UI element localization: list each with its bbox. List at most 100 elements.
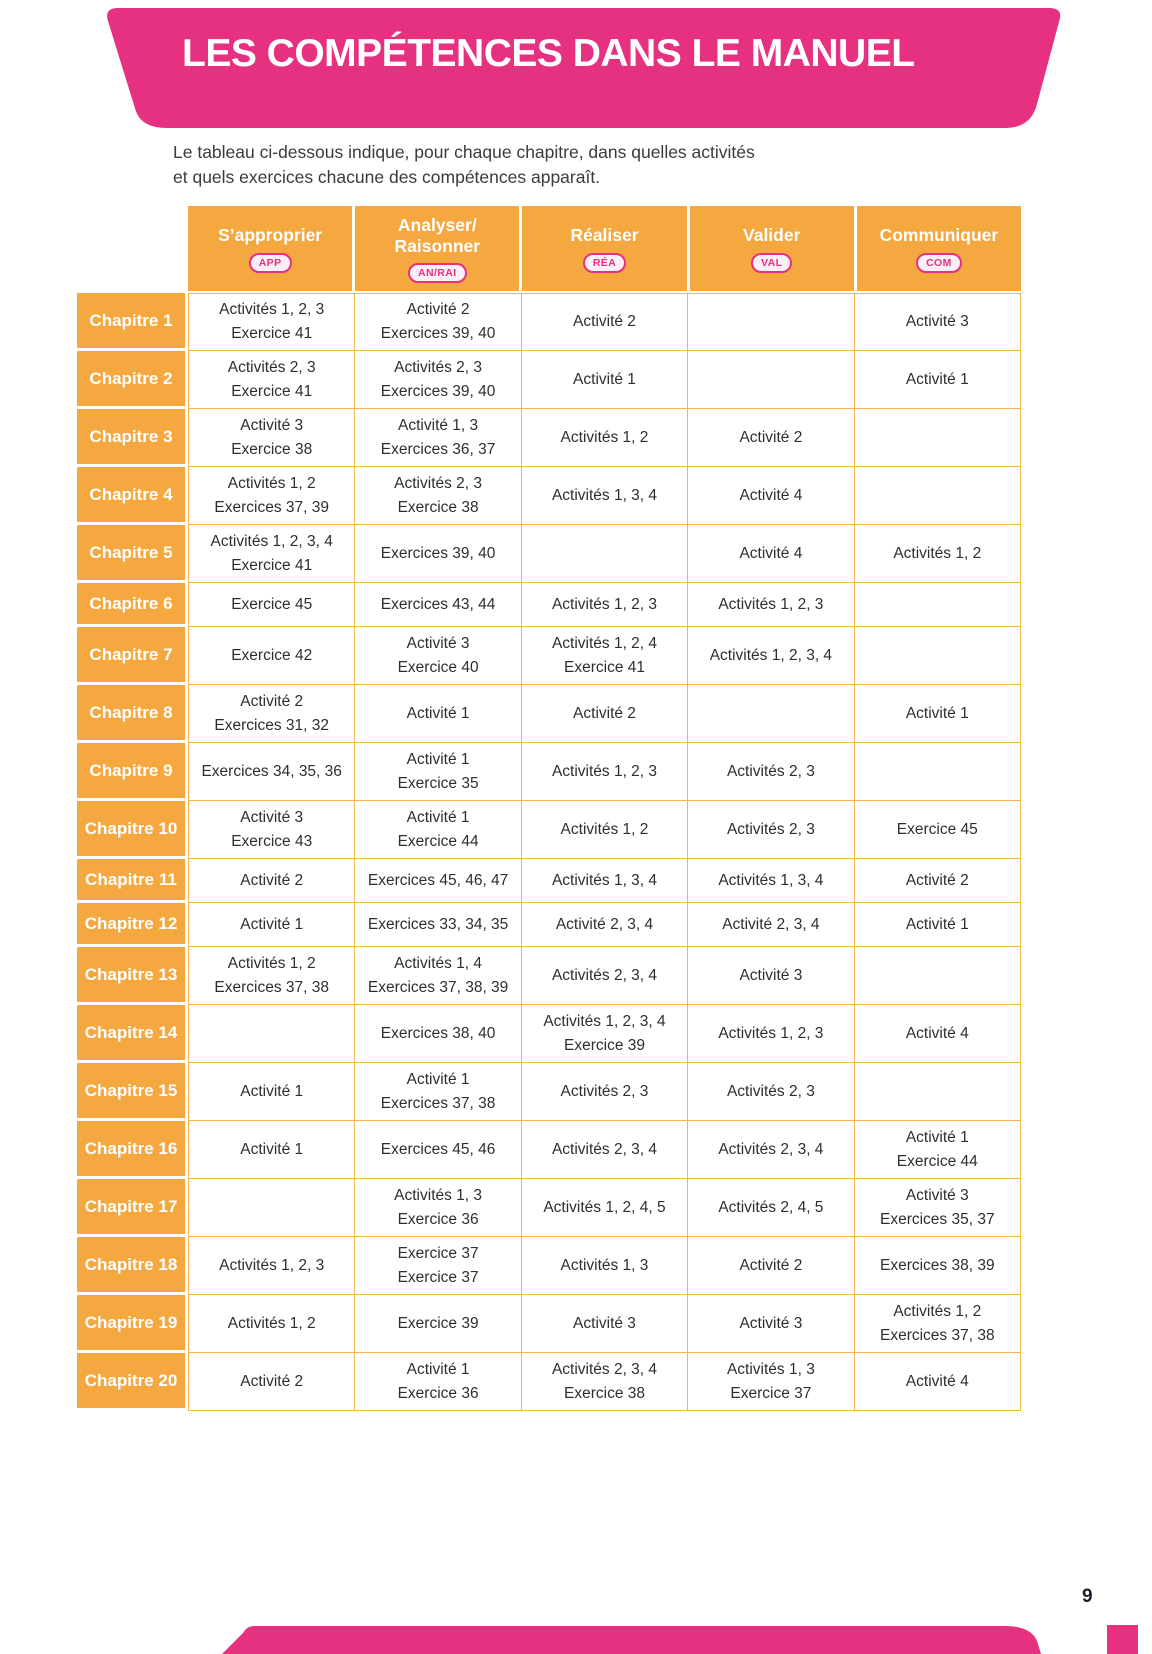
cell-line: Exercice 45 bbox=[896, 820, 978, 838]
table-row: Chapitre 13 Activités 1, 2 Exercices 37, 3… bbox=[77, 947, 1021, 1006]
cell-line: Activité 4 bbox=[905, 1372, 969, 1390]
cell-line: Exercice 38 bbox=[397, 498, 479, 516]
competency-cell: Activité 1 Exercice 36 bbox=[355, 1353, 522, 1412]
table-header-row: S’approprier APP Analyser/ Raisonner AN/RAI… bbox=[188, 206, 1022, 292]
competency-cell: Activités 1, 3 Exercice 36 bbox=[355, 1179, 522, 1238]
competency-cell: Activités 2, 3, 4 bbox=[521, 947, 689, 1006]
competency-cell: Activité 1 Exercices 37, 38 bbox=[355, 1063, 522, 1122]
cell-line: Activités 2, 3 bbox=[394, 358, 483, 376]
competency-cell bbox=[189, 1005, 356, 1064]
chapter-label: Chapitre 19 bbox=[77, 1295, 185, 1351]
column-header: Valider VAL bbox=[689, 206, 857, 292]
competency-cell: Activité 1, 3 Exercices 36, 37 bbox=[355, 409, 522, 468]
column-title: S’approprier bbox=[218, 225, 323, 246]
cell-line: Activités 2, 3, 4 bbox=[551, 1140, 658, 1158]
cell-line: Activités 1, 3 bbox=[560, 1256, 649, 1274]
column-header: Réaliser RÉA bbox=[522, 206, 690, 292]
row-cells: Activités 1, 2, 3 Exercice 37 Exercice 37 A… bbox=[188, 1237, 1021, 1296]
cell-line: Activités 1, 2, 3 bbox=[219, 1256, 325, 1274]
cell-line: Exercices 35, 37 bbox=[879, 1210, 995, 1228]
competency-cell: Activité 1 bbox=[189, 903, 356, 948]
competency-cell: Activité 1 bbox=[355, 685, 522, 744]
table-row: Chapitre 18 Activités 1, 2, 3 Exercice 37 E… bbox=[77, 1237, 1021, 1296]
chapter-label: Chapitre 12 bbox=[77, 903, 185, 945]
competency-cell: Activités 2, 3 Exercice 38 bbox=[355, 467, 522, 526]
competencies-table: S’approprier APP Analyser/ Raisonner AN/RAI… bbox=[77, 206, 1022, 1412]
column-title: Analyser/ Raisonner bbox=[394, 215, 481, 256]
competency-cell: Activité 3 Exercice 38 bbox=[189, 409, 356, 468]
table-row: Chapitre 1 Activités 1, 2, 3 Exercice 41 Ac… bbox=[77, 293, 1021, 352]
cell-line: Exercice 38 bbox=[564, 1384, 645, 1402]
cell-line: Activités 1, 2, 3, 4 bbox=[709, 646, 833, 664]
cell-line: Activité 1 bbox=[240, 915, 304, 933]
cell-line: Activité 4 bbox=[739, 486, 803, 504]
column-title: Valider bbox=[743, 225, 801, 246]
cell-line: Activités 1, 2 bbox=[227, 1314, 316, 1332]
chapter-label: Chapitre 15 bbox=[77, 1063, 185, 1119]
competency-cell: Activités 2, 3, 4 bbox=[521, 1121, 689, 1180]
cell-line: Exercice 39 bbox=[564, 1036, 645, 1054]
cell-line: Activité 3 bbox=[240, 808, 304, 826]
competency-cell: Activité 2 bbox=[688, 1237, 855, 1296]
competency-cell: Activité 3 Exercice 43 bbox=[189, 801, 356, 860]
competency-cell: Activités 1, 2 Exercices 37, 38 bbox=[854, 1295, 1021, 1354]
competency-cell: Activités 1, 2 Exercices 37, 38 bbox=[189, 947, 356, 1006]
competency-cell bbox=[854, 1063, 1021, 1122]
cell-line: Activité 1 bbox=[905, 1128, 969, 1146]
cell-line: Exercices 37, 39 bbox=[214, 498, 329, 516]
cell-line: Activités 1, 2, 3, 4 bbox=[543, 1012, 666, 1030]
cell-line: Activités 1, 2 bbox=[893, 544, 982, 562]
competency-cell bbox=[854, 409, 1021, 468]
cell-line: Activités 1, 3 bbox=[394, 1186, 483, 1204]
cell-line: Activité 1 bbox=[406, 808, 470, 826]
cell-line: Exercices 39, 40 bbox=[380, 325, 496, 343]
cell-line: Activités 1, 2, 3 bbox=[718, 1024, 824, 1042]
chapter-label: Chapitre 13 bbox=[77, 947, 185, 1003]
competency-cell: Activités 1, 2, 3 bbox=[688, 583, 855, 628]
cell-line: Activité 3 bbox=[739, 966, 803, 984]
table-row: Chapitre 14 Exercices 38, 40 Activités 1, … bbox=[77, 1005, 1021, 1064]
row-cells: Activité 2 Exercices 31, 32 Activité 1 Acti… bbox=[188, 685, 1021, 744]
cell-line: Exercice 37 bbox=[397, 1268, 479, 1286]
row-cells: Activité 2 Activité 1 Exercice 36 Activités… bbox=[188, 1353, 1021, 1412]
cell-line: Activités 1, 2, 3 bbox=[718, 595, 824, 613]
competency-cell bbox=[854, 627, 1021, 686]
competency-cell: Exercice 37 Exercice 37 bbox=[355, 1237, 522, 1296]
competency-cell: Activité 2, 3, 4 bbox=[688, 903, 855, 948]
competency-cell: Activités 1, 2 bbox=[521, 409, 689, 468]
chapter-label: Chapitre 11 bbox=[77, 859, 185, 901]
cell-line: Exercice 42 bbox=[231, 646, 313, 664]
row-cells: Activités 1, 2 Exercices 37, 38 Activités … bbox=[188, 947, 1021, 1006]
competency-cell bbox=[688, 685, 855, 744]
cell-line: Activité 2 bbox=[406, 301, 470, 319]
cell-line: Activité 1 bbox=[905, 915, 969, 933]
competency-cell: Activité 2 Exercices 39, 40 bbox=[355, 293, 522, 352]
competency-cell: Activités 1, 3, 4 bbox=[521, 467, 689, 526]
table-row: Chapitre 7 Exercice 42 Activité 3 Exercice … bbox=[77, 627, 1021, 686]
page-number: 9 bbox=[1082, 1586, 1093, 1607]
table-row: Chapitre 4 Activités 1, 2 Exercices 37, 39… bbox=[77, 467, 1021, 526]
cell-line: Activités 1, 3 bbox=[726, 1360, 815, 1378]
table-row: Chapitre 19 Activités 1, 2 Exercice 39 Acti… bbox=[77, 1295, 1021, 1354]
row-cells: Exercice 45 Exercices 43, 44 Activités 1, … bbox=[188, 583, 1021, 628]
competency-badge: APP bbox=[248, 252, 292, 274]
cell-line: Activités 1, 2, 3 bbox=[219, 301, 325, 319]
competency-cell: Activité 4 bbox=[688, 467, 855, 526]
chapter-label: Chapitre 6 bbox=[77, 583, 185, 625]
cell-line: Exercices 39, 40 bbox=[380, 382, 496, 400]
competency-cell: Activité 1 Exercice 35 bbox=[355, 743, 522, 802]
cell-line: Activité 3 bbox=[240, 416, 304, 434]
competency-cell: Exercices 43, 44 bbox=[355, 583, 522, 628]
cell-line: Activité 2 bbox=[739, 428, 803, 446]
cell-line: Activités 1, 2, 4, 5 bbox=[543, 1198, 666, 1216]
cell-line: Exercices 37, 38 bbox=[214, 978, 329, 996]
column-header: S’approprier APP bbox=[188, 206, 356, 292]
cell-line: Activité 1 bbox=[406, 1360, 470, 1378]
competency-cell: Activité 4 bbox=[688, 525, 855, 584]
cell-line: Exercices 33, 34, 35 bbox=[367, 915, 509, 933]
row-cells: Exercice 42 Activité 3 Exercice 40 Activité… bbox=[188, 627, 1021, 686]
cell-line: Activités 1, 2 bbox=[893, 1302, 982, 1320]
chapter-label: Chapitre 18 bbox=[77, 1237, 185, 1293]
competency-cell: Activité 2, 3, 4 bbox=[521, 903, 689, 948]
cell-line: Exercices 38, 39 bbox=[879, 1256, 995, 1274]
